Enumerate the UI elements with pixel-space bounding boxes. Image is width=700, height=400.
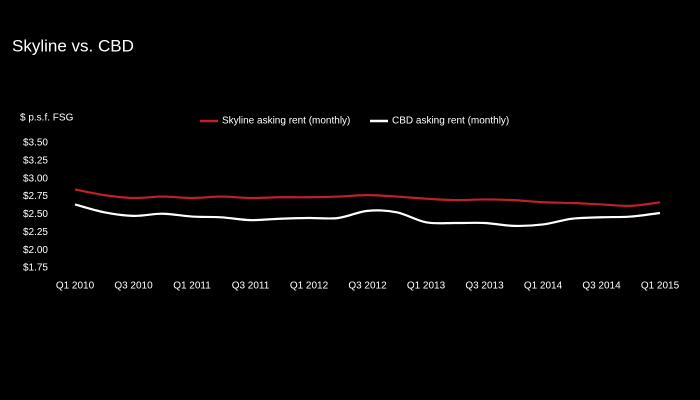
series-line bbox=[74, 203, 661, 228]
x-tick-label: Q3 2014 bbox=[582, 281, 621, 292]
y-tick-label: $3.25 bbox=[23, 155, 48, 166]
x-tick-label: Q1 2010 bbox=[56, 281, 95, 292]
y-axis-label: $ p.s.f. FSG bbox=[20, 113, 74, 124]
y-tick-label: $3.50 bbox=[23, 138, 48, 149]
legend-label: Skyline asking rent (monthly) bbox=[222, 116, 350, 127]
x-tick-label: Q1 2012 bbox=[290, 281, 329, 292]
x-tick-label: Q3 2011 bbox=[232, 281, 270, 292]
y-tick-label: $2.50 bbox=[23, 209, 48, 220]
x-tick-label: Q1 2013 bbox=[407, 281, 446, 292]
y-tick-label: $3.00 bbox=[23, 173, 48, 184]
x-tick-label: Q3 2012 bbox=[348, 281, 387, 292]
series-line bbox=[74, 188, 661, 208]
chart-title: Skyline vs. CBD bbox=[12, 36, 134, 55]
x-tick-label: Q1 2015 bbox=[641, 281, 680, 292]
y-tick-label: $1.75 bbox=[23, 263, 48, 274]
x-tick-label: Q1 2011 bbox=[173, 281, 211, 292]
y-tick-label: $2.25 bbox=[23, 227, 48, 238]
legend-label: CBD asking rent (monthly) bbox=[392, 116, 509, 127]
y-tick-label: $2.75 bbox=[23, 191, 48, 202]
x-tick-label: Q1 2014 bbox=[524, 281, 563, 292]
x-tick-label: Q3 2010 bbox=[114, 281, 153, 292]
y-tick-label: $2.00 bbox=[23, 245, 48, 256]
x-tick-label: Q3 2013 bbox=[465, 281, 504, 292]
